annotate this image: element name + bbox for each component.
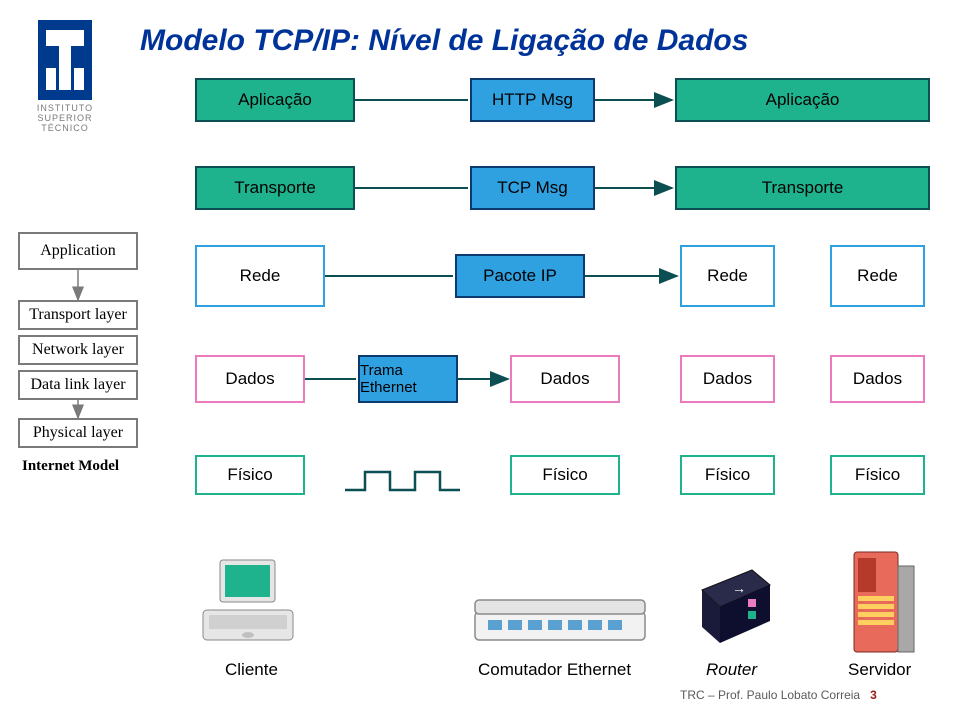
stack-transport: Transport layer bbox=[18, 300, 138, 330]
logo-mark bbox=[38, 20, 92, 100]
logo: INSTITUTO SUPERIOR TÉCNICO bbox=[16, 20, 114, 134]
router-label: Router bbox=[706, 660, 757, 680]
net-rightA: Rede bbox=[680, 245, 775, 307]
data-m2: Dados bbox=[510, 355, 620, 403]
app-right: Aplicação bbox=[675, 78, 930, 122]
data-left: Dados bbox=[195, 355, 305, 403]
app-mid: HTTP Msg bbox=[470, 78, 595, 122]
switch-label: Comutador Ethernet bbox=[478, 660, 631, 680]
data-rightB: Dados bbox=[830, 355, 925, 403]
stack-caption: Internet Model bbox=[22, 458, 119, 475]
stack-datalink: Data link layer bbox=[18, 370, 138, 400]
pc-icon bbox=[195, 555, 305, 650]
phy-rightA: Físico bbox=[680, 455, 775, 495]
net-left: Rede bbox=[195, 245, 325, 307]
server-icon bbox=[848, 548, 918, 656]
switch-icon bbox=[470, 590, 650, 650]
footer-text: TRC – Prof. Paulo Lobato Correia 3 bbox=[680, 688, 877, 702]
stack-network: Network layer bbox=[18, 335, 138, 365]
stack-physical: Physical layer bbox=[18, 418, 138, 448]
phy-left: Físico bbox=[195, 455, 305, 495]
net-mid: Pacote IP bbox=[455, 254, 585, 298]
stack-application: Application bbox=[18, 232, 138, 270]
trans-left: Transporte bbox=[195, 166, 355, 210]
router-icon: → bbox=[692, 565, 777, 650]
phy-m2: Físico bbox=[510, 455, 620, 495]
net-rightB: Rede bbox=[830, 245, 925, 307]
data-rightA: Dados bbox=[680, 355, 775, 403]
trans-right: Transporte bbox=[675, 166, 930, 210]
data-mid: Trama Ethernet bbox=[358, 355, 458, 403]
logo-text: INSTITUTO SUPERIOR TÉCNICO bbox=[16, 104, 114, 134]
client-label: Cliente bbox=[225, 660, 278, 680]
svg-text:→: → bbox=[732, 580, 746, 596]
phy-rightB: Físico bbox=[830, 455, 925, 495]
page-title: Modelo TCP/IP: Nível de Ligação de Dados bbox=[140, 24, 748, 58]
server-label: Servidor bbox=[848, 660, 911, 680]
app-left: Aplicação bbox=[195, 78, 355, 122]
trans-mid: TCP Msg bbox=[470, 166, 595, 210]
